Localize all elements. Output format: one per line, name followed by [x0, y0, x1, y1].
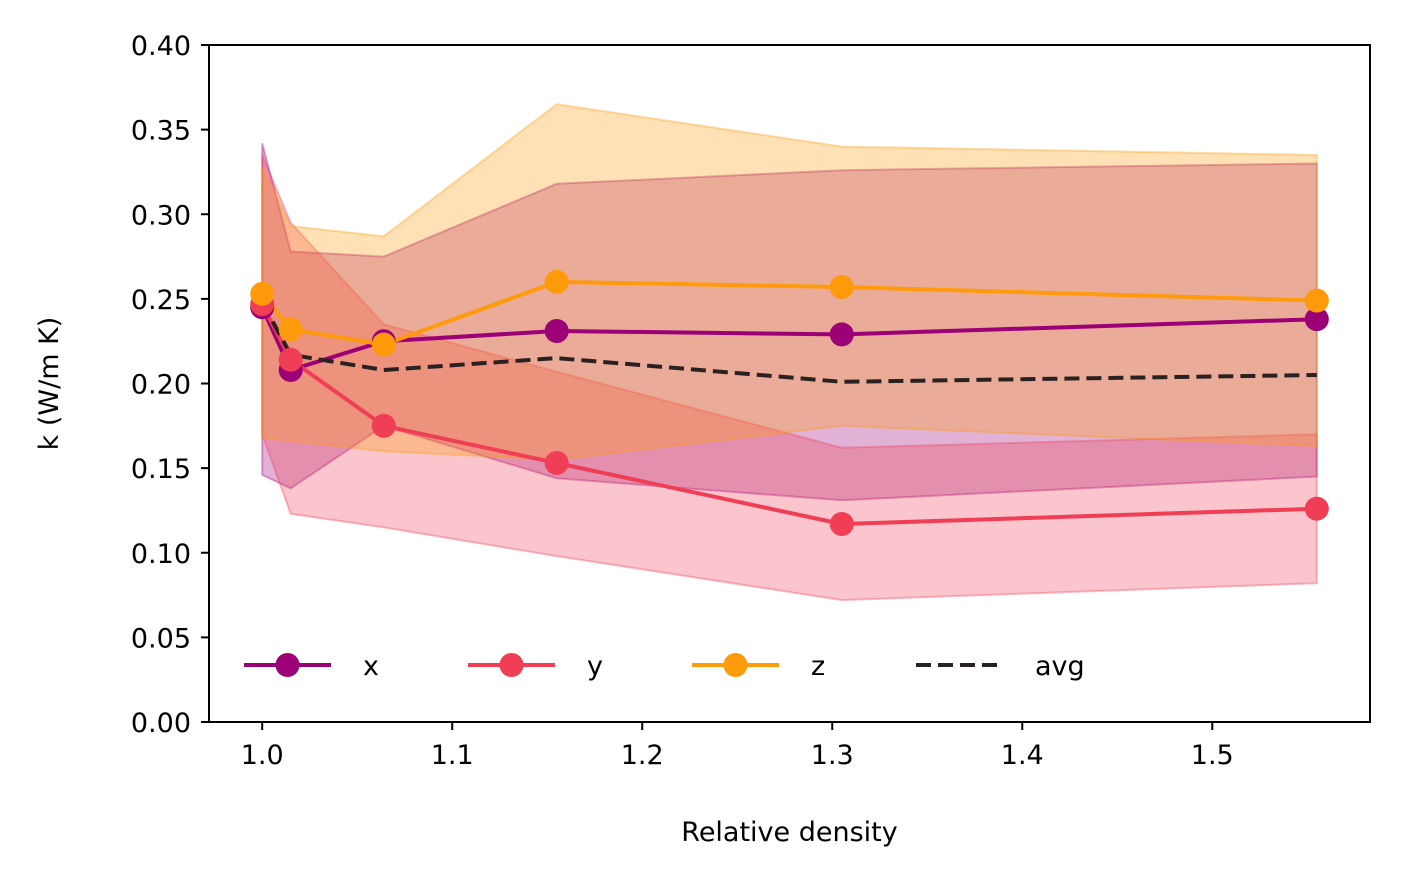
x-tick-label: 1.3	[811, 740, 854, 771]
x-tick-label: 1.2	[621, 740, 664, 771]
band-z	[261, 103, 1318, 461]
legend-marker-x	[275, 653, 300, 677]
band-y	[261, 154, 1318, 602]
point-y	[278, 347, 303, 372]
point-y	[1304, 496, 1329, 521]
legend-marker-z	[723, 653, 748, 677]
y-tick-label: 0.25	[131, 285, 191, 316]
point-y	[371, 413, 396, 438]
legend-label-avg: avg	[1035, 651, 1085, 682]
point-y	[544, 451, 569, 475]
y-tick-label: 0.35	[131, 116, 191, 147]
point-z	[371, 332, 396, 357]
y-tick-label: 0.40	[131, 31, 191, 62]
point-z	[544, 269, 569, 294]
y-axis-title: k (W/m K)	[34, 317, 65, 451]
y-tick-label: 0.15	[131, 454, 191, 485]
point-z	[1304, 288, 1329, 313]
legend-marker-y	[499, 653, 524, 677]
y-tick-label: 0.30	[131, 200, 191, 231]
point-y	[829, 512, 854, 536]
point-x	[1304, 307, 1329, 332]
y-tick-label: 0.10	[131, 539, 191, 570]
legend-label-x: x	[363, 651, 379, 682]
x-tick-label: 1.5	[1191, 740, 1234, 771]
y-tick-label: 0.20	[131, 370, 191, 401]
confidence-bands	[261, 103, 1318, 602]
x-tick-label: 1.1	[431, 740, 474, 771]
y-axis-ticks: 0.00 0.05 0.10 0.15 0.20 0.25 0.30 0.35 0.40	[131, 31, 209, 739]
legend: x y z avg	[244, 651, 1085, 682]
legend-label-z: z	[811, 651, 825, 682]
x-tick-label: 1.4	[1001, 740, 1044, 771]
point-z	[250, 281, 275, 306]
band-x	[261, 142, 1318, 502]
y-tick-label: 0.00	[131, 708, 191, 739]
x-axis-ticks: 1.0 1.1 1.2 1.3 1.4 1.5	[241, 722, 1234, 771]
x-tick-label: 1.0	[241, 740, 284, 771]
point-x	[829, 322, 854, 347]
point-x	[544, 319, 569, 343]
y-tick-label: 0.05	[131, 623, 191, 654]
legend-label-y: y	[587, 651, 603, 682]
point-z	[278, 317, 303, 342]
x-axis-title: Relative density	[681, 817, 897, 848]
series-markers	[250, 269, 1329, 536]
line-avg	[260, 301, 1317, 384]
point-z	[829, 275, 854, 299]
